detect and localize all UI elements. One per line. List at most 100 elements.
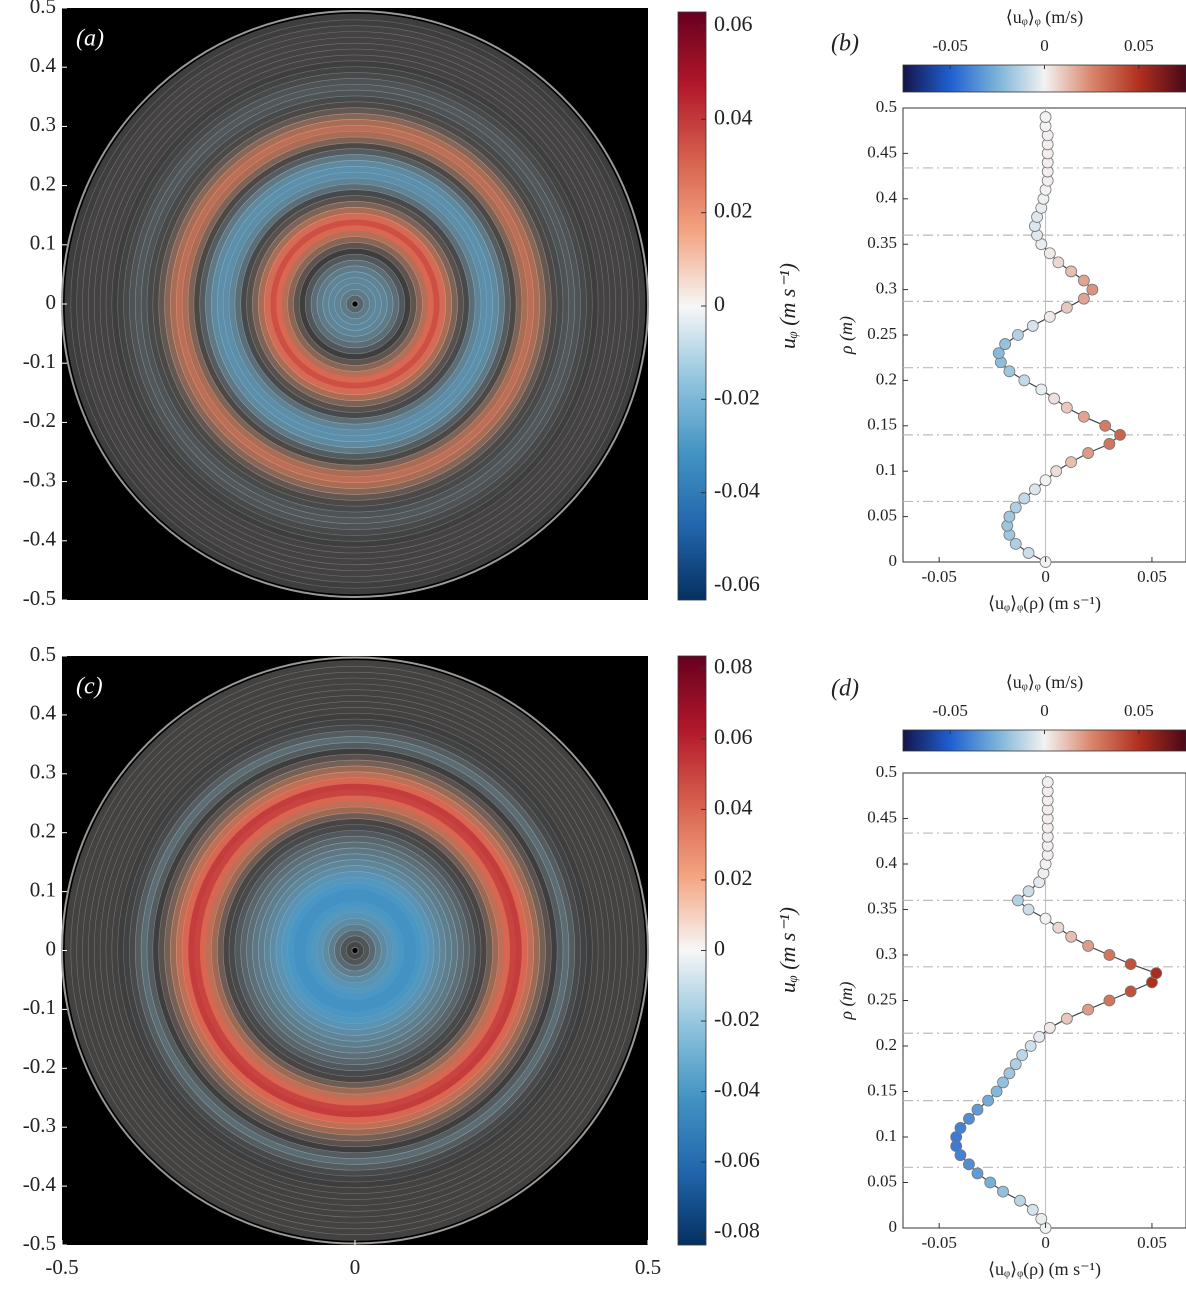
velocity-ring: [275, 871, 435, 1030]
profile-point: [984, 1176, 997, 1189]
colorbar-tick-label: -0.04: [714, 478, 760, 503]
velocity-ring: [269, 218, 441, 390]
velocity-ring: [334, 283, 376, 325]
velocity-ring: [152, 101, 558, 507]
profile-point: [1082, 447, 1095, 459]
y-tick-label: 0.35: [867, 233, 897, 252]
velocity-ring: [228, 177, 482, 431]
y-tick-label: 0.2: [30, 819, 56, 843]
velocity-ring: [228, 824, 482, 1077]
velocity-ring: [351, 946, 359, 955]
profile-point: [1003, 365, 1016, 378]
velocity-ring: [299, 894, 411, 1007]
x-tick-label: -0.05: [921, 567, 956, 586]
velocity-ring: [263, 212, 447, 396]
y-axis-label: ρ (m): [836, 981, 857, 1020]
colorbar-tick-label: -0.05: [932, 701, 967, 720]
profile-point: [1099, 419, 1112, 432]
profile-point: [1041, 776, 1054, 788]
velocity-ring: [234, 830, 476, 1071]
profile-point: [1043, 247, 1056, 260]
velocity-ring: [322, 917, 388, 984]
y-tick-label: 0.45: [867, 142, 897, 161]
velocity-ring: [310, 906, 400, 995]
velocity-ring: [304, 900, 406, 1001]
y-tick-label: -0.2: [23, 1054, 56, 1078]
profile-point: [1086, 283, 1099, 296]
velocity-ring: [129, 724, 581, 1177]
profile-point: [1022, 903, 1035, 916]
velocity-ring: [216, 812, 494, 1089]
velocity-ring: [134, 83, 576, 525]
x-tick-label: 0.5: [635, 1255, 661, 1279]
x-tick-label: 0: [1041, 1233, 1050, 1252]
profile-point: [1039, 111, 1052, 123]
profile-point: [1039, 474, 1052, 487]
velocity-ring: [304, 253, 406, 355]
y-tick-label: 0.45: [867, 807, 897, 826]
profile-point: [1026, 320, 1039, 332]
profile-point: [1124, 958, 1137, 970]
profile-point: [963, 1158, 975, 1171]
velocity-ring: [70, 19, 640, 589]
map-background: [62, 656, 648, 1245]
velocity-ring: [281, 230, 429, 378]
velocity-ring: [140, 736, 570, 1165]
y-tick-label: 0: [889, 551, 898, 570]
profile-point: [1043, 310, 1056, 323]
x-tick-label: 0: [1041, 567, 1050, 586]
velocity-ring: [146, 95, 564, 513]
profile-point: [999, 338, 1012, 350]
y-tick-label: -0.1: [23, 995, 56, 1019]
velocity-ring: [123, 72, 587, 536]
profile-point: [1016, 1049, 1029, 1061]
y-tick-label: 0.1: [876, 1126, 897, 1145]
velocity-ring: [140, 89, 570, 519]
velocity-ring: [293, 242, 417, 366]
profile-point: [1003, 1067, 1016, 1080]
velocity-ring: [269, 865, 441, 1036]
profile-point: [1124, 985, 1137, 998]
panel-label: (b): [831, 31, 859, 57]
y-tick-label: 0.1: [30, 231, 56, 255]
y-tick-label: 0.25: [867, 324, 897, 343]
velocity-ring: [216, 165, 494, 443]
velocity-ring: [334, 929, 376, 972]
panel-label: (a): [76, 26, 104, 52]
colorbar-label: ⟨uᵩ⟩ᵩ (m/s): [1006, 672, 1084, 693]
y-tick-label: 0.4: [30, 53, 57, 77]
profile-point: [1014, 1194, 1026, 1207]
panel-label: (d): [831, 676, 859, 702]
profile-point: [1065, 456, 1077, 469]
profile-point: [982, 1094, 995, 1107]
y-tick-label: -0.5: [23, 1231, 56, 1255]
profile-point: [1103, 438, 1116, 450]
velocity-ring: [146, 742, 564, 1159]
profile-point: [1065, 930, 1077, 943]
y-tick-label: 0.1: [30, 877, 56, 901]
velocity-ring: [158, 107, 552, 501]
colorbar-tick-label: -0.04: [714, 1077, 760, 1102]
x-tick-label: 0: [350, 1255, 361, 1279]
profile-point: [1035, 1213, 1048, 1225]
velocity-ring: [181, 777, 529, 1124]
velocity-ring: [246, 841, 464, 1060]
velocity-ring: [82, 31, 628, 577]
y-tick-label: 0.35: [867, 898, 897, 917]
velocity-ring: [322, 271, 388, 337]
profile-point: [1082, 1003, 1095, 1016]
velocity-ring: [134, 730, 576, 1171]
colorbar-tick-label: 0.04: [714, 104, 753, 129]
profile-point: [1052, 256, 1065, 269]
colorbar-tick-label: 0.04: [714, 794, 753, 819]
y-tick-label: 0.4: [876, 853, 898, 872]
y-tick-label: 0.05: [867, 1171, 897, 1190]
y-tick-label: 0.15: [867, 415, 897, 434]
colorbar-tick-label: 0: [1040, 701, 1049, 720]
y-tick-label: 0.2: [876, 1035, 897, 1054]
velocity-ring: [117, 66, 593, 542]
velocity-ring: [175, 771, 535, 1130]
y-tick-label: 0.2: [876, 369, 897, 388]
y-tick-label: 0.3: [876, 279, 897, 298]
